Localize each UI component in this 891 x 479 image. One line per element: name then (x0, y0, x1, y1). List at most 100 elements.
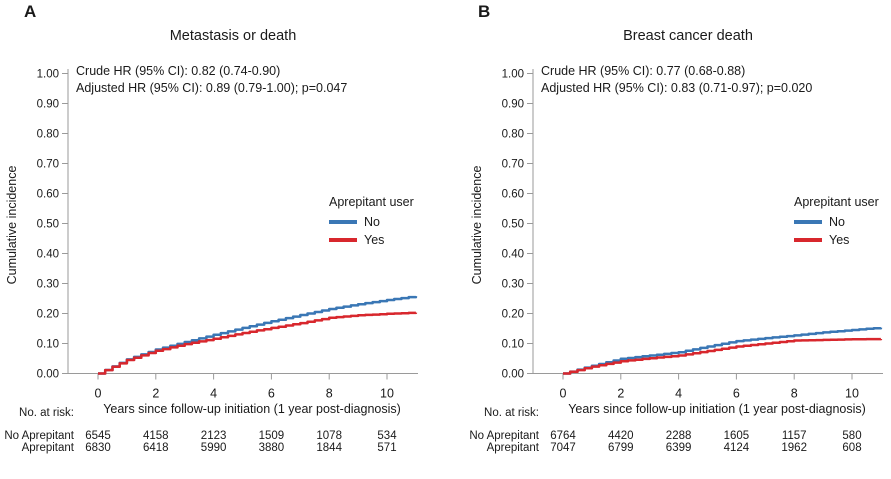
risk-count: 6545 (85, 430, 111, 442)
legend-item-label: No (364, 215, 380, 229)
y-tick-label: 0.20 (502, 309, 524, 321)
risk-count: 4420 (608, 430, 634, 442)
risk-count: 1078 (316, 430, 342, 442)
risk-count: 6830 (85, 442, 111, 454)
y-tick-label: 0.20 (37, 309, 59, 321)
x-axis-label: Years since follow-up initiation (1 year… (103, 402, 401, 416)
x-tick-label: 6 (733, 387, 740, 401)
y-tick-label: 0.50 (502, 219, 524, 231)
y-tick-label: 0.90 (502, 99, 524, 111)
curve-no (563, 326, 883, 375)
risk-count: 2288 (665, 430, 692, 442)
legend: Aprepitant user No Yes (794, 195, 879, 249)
panel-b: B Breast cancer death 0.00 0.10 0.20 0.30 0.… (465, 0, 891, 479)
y-tick-label: 0.50 (37, 219, 59, 231)
risk-count: 1157 (781, 430, 807, 442)
y-axis-label: Cumulative incidence (5, 165, 19, 285)
legend-item-no: No (329, 213, 414, 231)
y-tick-label: 0.00 (37, 369, 59, 381)
risk-count: 6418 (143, 442, 169, 454)
legend-title: Aprepitant user (329, 195, 414, 209)
legend-line-swatch (329, 220, 357, 224)
y-tick-label: 0.60 (37, 189, 59, 201)
legend-item-label: Yes (364, 233, 385, 247)
legend-item-label: No (829, 215, 845, 229)
y-tick-label: 0.00 (502, 369, 524, 381)
risk-count: 1962 (781, 442, 807, 454)
legend-line-swatch (794, 238, 822, 242)
risk-row-label: No Aprepitant (4, 430, 74, 442)
x-tick-label: 6 (268, 387, 275, 401)
curve-no (98, 295, 418, 375)
y-axis-label: Cumulative incidence (470, 165, 484, 285)
risk-table-header: No. at risk: (19, 407, 74, 419)
y-tick-label: 0.60 (502, 189, 524, 201)
risk-count: 6399 (665, 442, 692, 454)
legend-item-label: Yes (829, 233, 850, 247)
x-axis-label: Years since follow-up initiation (1 year… (568, 402, 866, 416)
risk-count: 2123 (200, 430, 227, 442)
risk-count: 580 (842, 430, 862, 442)
curve-yes (563, 337, 883, 375)
x-tick-label: 2 (617, 387, 624, 401)
legend-rows: No Yes (329, 213, 414, 249)
crude-hr-text: Crude HR (95% CI): 0.77 (0.68-0.88) (541, 64, 746, 78)
legend-line-swatch (794, 220, 822, 224)
x-tick-label: 10 (845, 387, 859, 401)
risk-count: 7047 (550, 442, 576, 454)
legend-line-swatch (329, 238, 357, 242)
risk-count: 6799 (608, 442, 634, 454)
y-tick-label: 1.00 (502, 69, 524, 81)
panel-letter: A (24, 2, 37, 21)
x-tick-label: 2 (152, 387, 159, 401)
risk-count: 4158 (143, 430, 169, 442)
x-tick-label: 8 (791, 387, 798, 401)
risk-count: 6764 (550, 430, 576, 442)
panel-letter: B (478, 2, 491, 21)
hr-annotation: Crude HR (95% CI): 0.82 (0.74-0.90) Adju… (76, 63, 347, 97)
y-tick-label: 0.70 (502, 159, 524, 171)
panel-a: A Metastasis or death 0.00 0.10 0.20 0.30 0.… (4, 2, 418, 454)
risk-count: 1605 (723, 430, 750, 442)
y-tick-label: 1.00 (37, 69, 59, 81)
risk-count: 571 (377, 442, 397, 454)
adjusted-hr-text: Adjusted HR (95% CI): 0.83 (0.71-0.97); … (541, 81, 813, 95)
x-tick-label: 0 (95, 387, 102, 401)
risk-count: 1509 (258, 430, 285, 442)
legend-rows: No Yes (794, 213, 879, 249)
legend: Aprepitant user No Yes (329, 195, 414, 249)
x-tick-label: 0 (560, 387, 567, 401)
risk-row-label: Aprepitant (486, 442, 539, 454)
risk-row-label: No Aprepitant (469, 430, 539, 442)
y-tick-label: 0.40 (502, 249, 524, 261)
risk-row-label: Aprepitant (21, 442, 74, 454)
risk-count: 608 (842, 442, 862, 454)
y-tick-label: 0.80 (37, 129, 59, 141)
adjusted-hr-text: Adjusted HR (95% CI): 0.89 (0.79-1.00); … (76, 81, 348, 95)
panel-title: Metastasis or death (169, 28, 297, 44)
y-tick-label: 0.80 (502, 129, 524, 141)
hr-annotation: Crude HR (95% CI): 0.77 (0.68-0.88) Adju… (541, 63, 812, 97)
x-tick-label: 10 (380, 387, 394, 401)
x-tick-label: 4 (210, 387, 217, 401)
legend-item-yes: Yes (329, 231, 414, 249)
survival-plot: 0.00 0.10 0.20 0.30 0.40 0.50 0.60 0.70 0.80 0.90… (37, 69, 418, 401)
y-tick-label: 0.10 (37, 339, 59, 351)
risk-count: 1844 (316, 442, 342, 454)
y-tick-label: 0.30 (502, 279, 524, 291)
panel-title: Breast cancer death (623, 28, 753, 44)
x-tick-label: 4 (675, 387, 682, 401)
risk-count: 5990 (200, 442, 227, 454)
y-tick-label: 0.30 (37, 279, 59, 291)
legend-title: Aprepitant user (794, 195, 879, 209)
y-tick-label: 0.10 (502, 339, 524, 351)
x-tick-label: 8 (326, 387, 333, 401)
y-tick-label: 0.90 (37, 99, 59, 111)
legend-item-yes: Yes (794, 231, 879, 249)
y-tick-label: 0.70 (37, 159, 59, 171)
risk-count: 534 (377, 430, 397, 442)
risk-count: 4124 (723, 442, 750, 454)
risk-count: 3880 (258, 442, 285, 454)
risk-table-header: No. at risk: (484, 407, 539, 419)
curve-yes (98, 311, 418, 375)
